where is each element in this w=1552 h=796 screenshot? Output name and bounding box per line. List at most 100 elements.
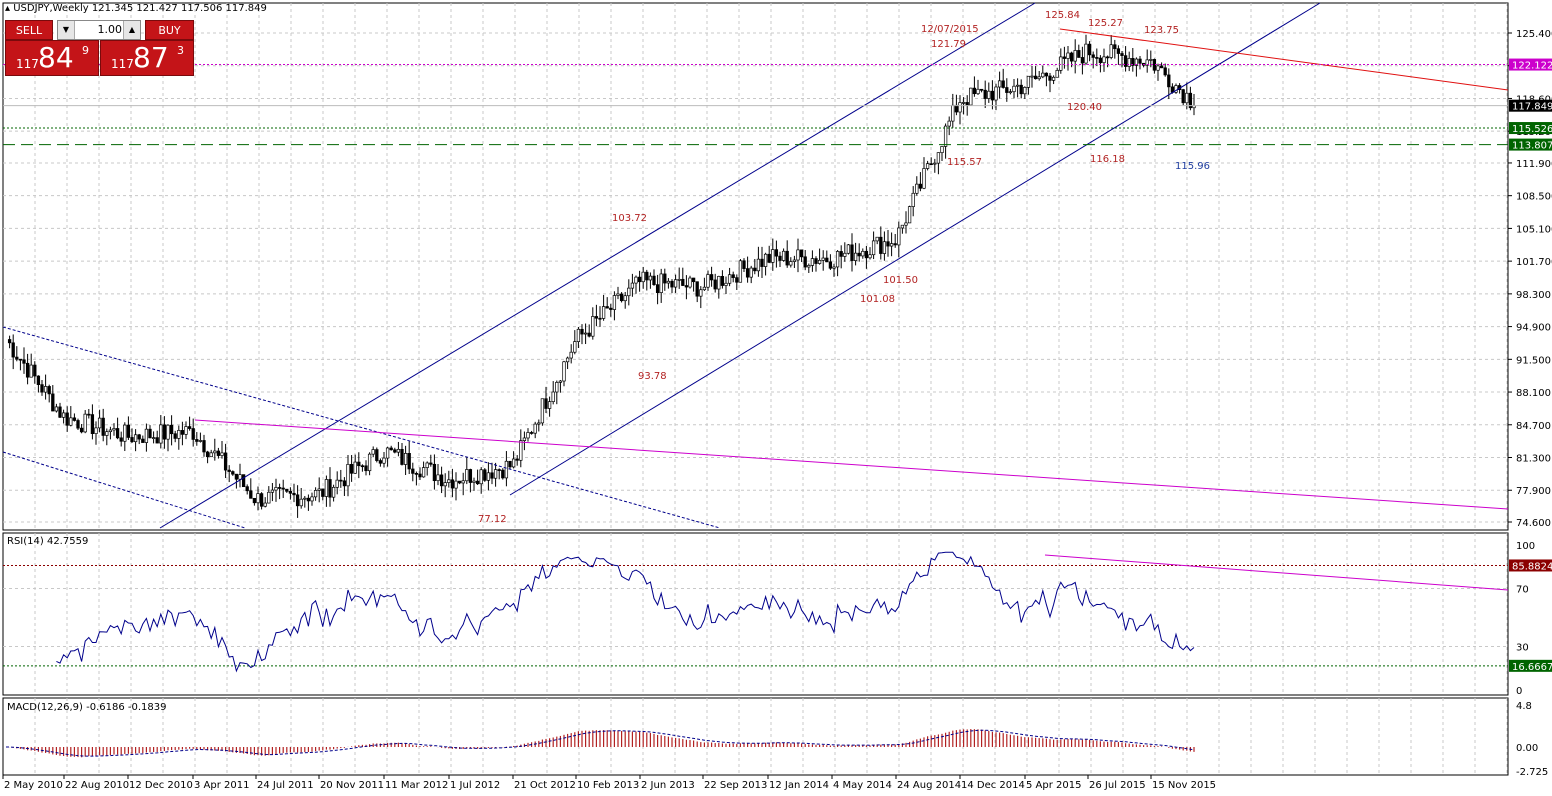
collapse-triangle-icon[interactable]: ▴ [5, 3, 11, 14]
price-axis-tick: 77.900 [1516, 486, 1551, 497]
rsi-axis-tick: 70 [1516, 585, 1529, 596]
candle [922, 168, 926, 189]
candle [763, 253, 768, 267]
candle [457, 480, 462, 484]
lot-size-value[interactable]: 1.00 [97, 23, 123, 36]
candle [1087, 43, 1092, 56]
buy-price-big: 87 [133, 41, 169, 74]
candle [108, 429, 113, 433]
sell-price-box[interactable]: 117 84 9 [5, 40, 99, 76]
candle [259, 493, 264, 507]
price-annotation: 116.18 [1090, 154, 1125, 165]
candle [421, 467, 426, 478]
lot-size-stepper[interactable]: ▼ 1.00 ▲ [57, 20, 141, 40]
candle [1051, 76, 1056, 81]
candle [954, 104, 959, 113]
candle [47, 386, 51, 395]
candle [659, 273, 663, 293]
candle [231, 471, 235, 475]
candle [925, 163, 930, 169]
candle [490, 472, 494, 479]
time-axis-tick: 12 Jan 2014 [769, 780, 829, 791]
candle [119, 437, 123, 442]
candle [515, 458, 519, 461]
candle [688, 277, 692, 288]
candle [605, 306, 609, 309]
candle [695, 281, 699, 297]
candle [339, 479, 343, 482]
price-marker [1509, 58, 1552, 71]
candle [565, 357, 570, 363]
price-axis-tick: 81.300 [1516, 454, 1551, 465]
candle [670, 280, 674, 288]
candle [205, 451, 210, 458]
price-annotation: 103.72 [612, 213, 647, 224]
downtrend-channel-upper-line[interactable] [2, 326, 721, 529]
price-marker-label: 113.807 [1512, 141, 1552, 152]
time-axis-tick: 1 Jul 2012 [450, 780, 500, 791]
candle [1001, 80, 1005, 88]
candle [897, 227, 901, 246]
candle [573, 341, 577, 353]
candle [972, 87, 977, 95]
magenta-trend-line[interactable] [194, 419, 1509, 510]
candle [371, 449, 375, 455]
rsi-panel-frame [2, 532, 1509, 696]
candle [760, 258, 764, 267]
candle [724, 282, 728, 286]
candle [155, 437, 159, 444]
time-axis-tick: 2 May 2010 [4, 780, 63, 791]
candle [1159, 65, 1164, 69]
candle [40, 384, 44, 393]
price-marker-label: 115.526 [1512, 124, 1552, 135]
lot-dropdown-icon[interactable]: ▼ [58, 21, 75, 39]
time-axis-tick: 4 May 2014 [833, 780, 892, 791]
candle [191, 428, 195, 440]
candle [439, 474, 444, 487]
symbol-ohlc-text: USDJPY,Weekly 121.345 121.427 117.506 11… [13, 3, 267, 14]
candle [180, 430, 185, 435]
price-marker [1509, 138, 1552, 151]
channel-lower-line[interactable] [509, 2, 1321, 496]
candle [58, 406, 62, 418]
candle [1113, 44, 1117, 50]
candle [807, 265, 811, 268]
candle [1044, 72, 1049, 77]
candle [360, 465, 365, 468]
candle [306, 497, 311, 502]
red-resistance-line[interactable] [1059, 28, 1509, 91]
candle [1048, 75, 1052, 81]
price-axis-tick: 125.400 [1516, 29, 1552, 40]
candle [177, 430, 181, 439]
lot-increment-icon[interactable]: ▲ [123, 21, 140, 39]
candle [1127, 58, 1131, 67]
candle [346, 464, 350, 487]
buy-button[interactable]: BUY [145, 20, 194, 40]
candle [1105, 56, 1110, 59]
sell-button[interactable]: SELL [5, 20, 53, 40]
candle [875, 236, 879, 242]
candle [591, 316, 595, 337]
rsi-trend-line[interactable] [1044, 554, 1509, 591]
channel-upper-line[interactable] [159, 2, 1036, 529]
candle [799, 249, 804, 258]
candle [1015, 84, 1020, 87]
rsi-label: RSI(14) 42.7559 [7, 536, 88, 547]
candle [216, 450, 221, 456]
candle [1041, 72, 1045, 78]
candle [879, 236, 883, 254]
candle [828, 261, 833, 269]
time-axis-tick: 5 Apr 2015 [1026, 780, 1081, 791]
candle [810, 258, 815, 266]
downtrend-channel-lower-line[interactable] [2, 451, 246, 529]
candle [630, 282, 635, 289]
candle [166, 424, 170, 440]
time-axis-tick: 21 Oct 2012 [514, 780, 576, 791]
price-axis-tick: 108.500 [1516, 192, 1552, 203]
candle [238, 474, 242, 480]
candle [609, 307, 613, 310]
buy-price-box[interactable]: 117 87 3 [100, 40, 194, 76]
candle [735, 277, 739, 283]
candle [54, 406, 59, 412]
